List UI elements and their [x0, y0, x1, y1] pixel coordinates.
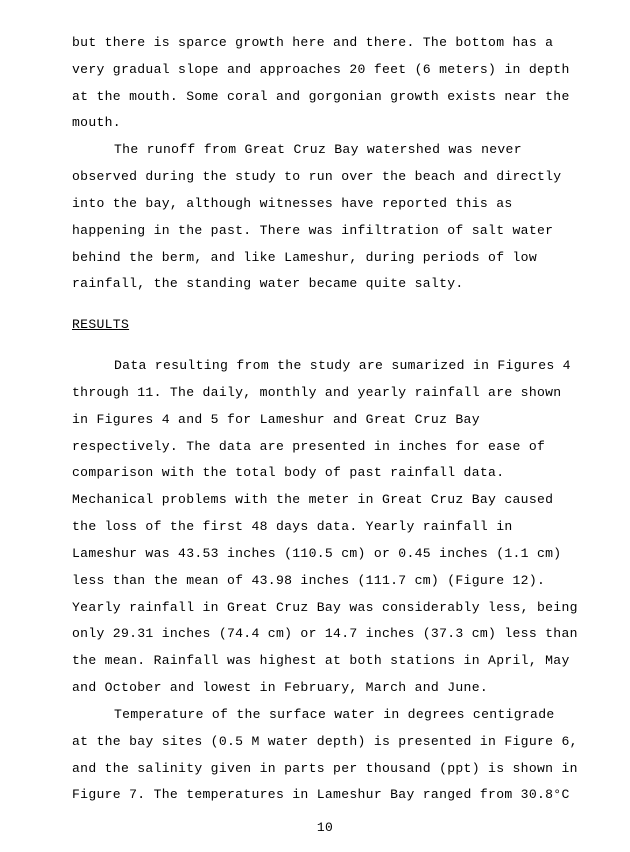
paragraph-2: The runoff from Great Cruz Bay watershed…	[72, 137, 578, 298]
section-heading-results: RESULTS	[72, 312, 578, 339]
page-body: but there is sparce growth here and ther…	[0, 0, 630, 852]
paragraph-4: Temperature of the surface water in degr…	[72, 702, 578, 809]
paragraph-3: Data resulting from the study are sumari…	[72, 353, 578, 702]
page-number: 10	[72, 815, 578, 842]
paragraph-1: but there is sparce growth here and ther…	[72, 30, 578, 137]
